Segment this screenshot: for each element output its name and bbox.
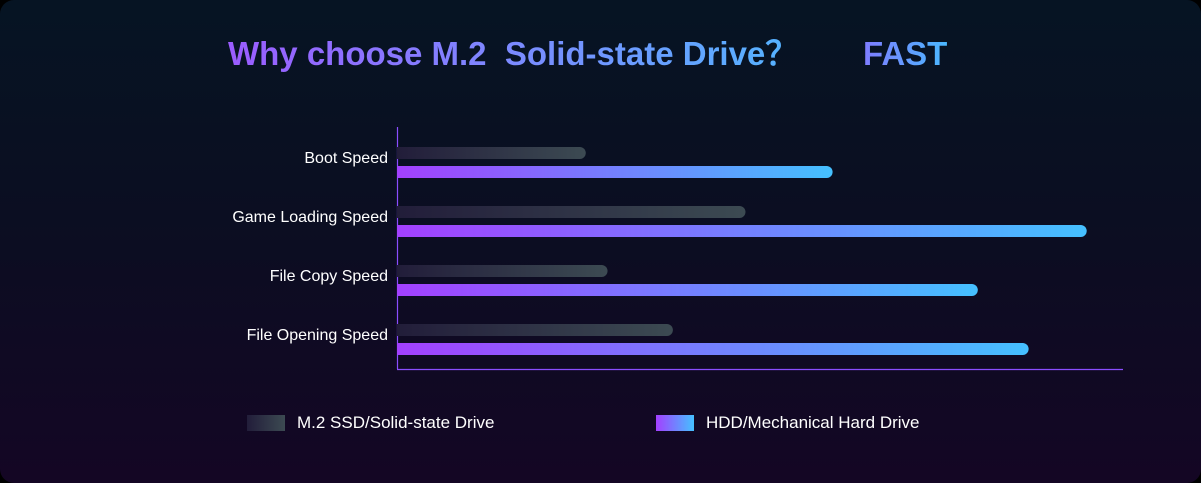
- category-label-2: Game Loading Speed: [232, 209, 388, 226]
- bar-hdd-2: [397, 225, 1087, 237]
- legend-label-ssd: M.2 SSD/Solid-state Drive: [297, 413, 495, 432]
- category-label-3: File Copy Speed: [270, 268, 388, 285]
- chart-layer: Boot Speed Game Loading Speed File Copy Sp…: [232, 127, 1123, 371]
- bar-hdd-3: [397, 284, 978, 296]
- legend-label-hdd: HDD/Mechanical Hard Drive: [706, 413, 920, 432]
- category-label-1: Boot Speed: [304, 150, 388, 167]
- category-label-4: File Opening Speed: [247, 327, 388, 344]
- fast-badge: FAST: [863, 32, 947, 76]
- bar-hdd-1: [397, 166, 833, 178]
- legend-swatch-hdd: [656, 415, 694, 431]
- title-row: Why choose M.2 Solid-state Drive？ FAST: [0, 32, 1201, 80]
- chart-title: Why choose M.2 Solid-state Drive？: [228, 32, 798, 76]
- bar-ssd-3: [397, 265, 608, 277]
- bar-ssd-4: [397, 324, 673, 336]
- bar-ssd-1: [397, 147, 586, 159]
- legend-swatch-ssd: [247, 415, 285, 431]
- bar-hdd-4: [397, 343, 1029, 355]
- bar-ssd-2: [397, 206, 746, 218]
